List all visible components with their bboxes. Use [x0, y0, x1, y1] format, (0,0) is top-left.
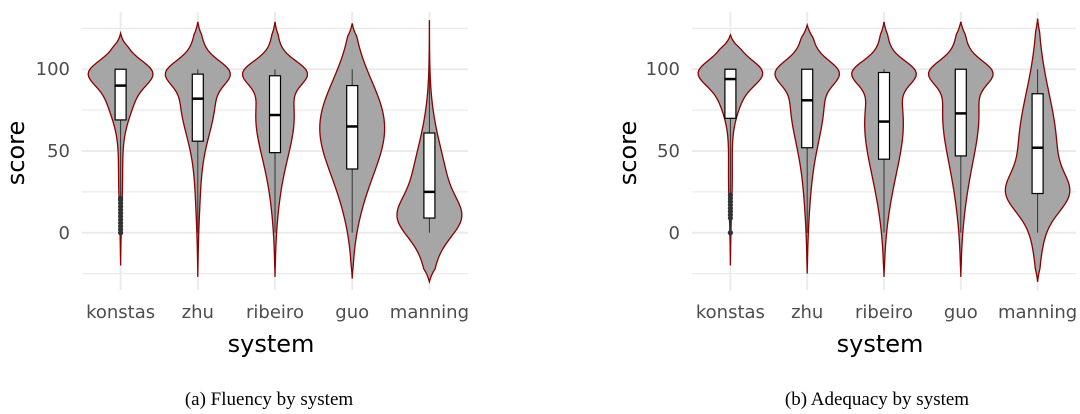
box-ribeiro [877, 71, 891, 160]
y-axis-title: score [614, 121, 642, 186]
x-axis-title: system [837, 330, 924, 358]
x-tick-label: manning [998, 302, 1077, 323]
x-tick-label: guo [944, 302, 978, 323]
x-tick-label: konstas [86, 302, 155, 323]
y-tick-label: 50 [657, 141, 680, 162]
x-tick-label: ribeiro [855, 302, 913, 323]
outlier-point [727, 192, 734, 198]
chart-panel-2: 0 50 100 konstas zhu ribeiro guo manning system s… [614, 12, 1077, 410]
outlier-point [727, 230, 734, 236]
y-axis-title: score [2, 121, 30, 186]
outlier-point [118, 195, 124, 202]
y-tick-label: 0 [59, 223, 70, 244]
box-konstas [724, 68, 737, 119]
x-tick-label: manning [390, 302, 469, 323]
y-tick-label: 50 [47, 141, 70, 162]
x-tick-label: zhu [791, 302, 823, 323]
figure-caption: (b) Adequacy by system [785, 389, 969, 410]
box-zhu [191, 73, 204, 142]
x-tick-label: ribeiro [246, 302, 304, 323]
figure-caption: (a) Fluency by system [185, 389, 354, 410]
box-manning [423, 132, 436, 219]
x-tick-label: zhu [182, 302, 214, 323]
y-tick-label: 0 [669, 223, 680, 244]
y-tick-label: 100 [36, 59, 70, 80]
y-tick-label: 100 [646, 59, 680, 80]
x-tick-label: guo [335, 302, 369, 323]
box-manning [1031, 93, 1044, 195]
box-konstas [114, 68, 127, 121]
x-tick-label: konstas [696, 302, 765, 323]
x-axis-title: system [228, 330, 315, 358]
box-zhu [801, 68, 814, 149]
chart-panel-1: 0 50 100 konstas zhu ribeiro guo manning system s… [2, 12, 469, 410]
